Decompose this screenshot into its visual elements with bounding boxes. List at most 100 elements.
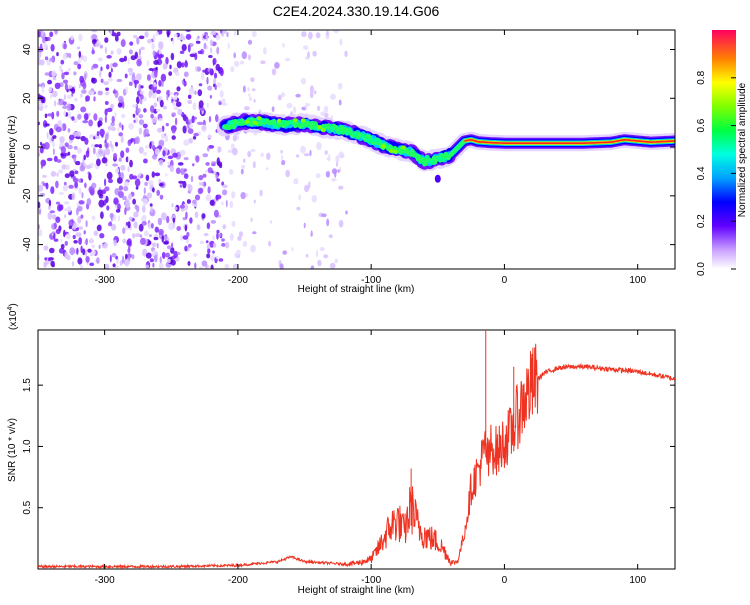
noise-speck	[268, 240, 272, 247]
noise-speck	[320, 111, 326, 116]
noise-speck	[165, 173, 168, 177]
noise-speck	[143, 128, 149, 136]
noise-speck	[119, 57, 125, 63]
noise-speck	[176, 86, 181, 92]
noise-speck	[216, 46, 220, 55]
noise-speck	[164, 135, 169, 143]
noise-speck	[96, 224, 102, 232]
noise-speck	[192, 163, 195, 167]
y-tick-label: -20	[22, 188, 33, 203]
noise-speck	[240, 60, 244, 65]
noise-speck	[216, 82, 222, 88]
noise-speck	[116, 78, 123, 83]
noise-speck	[158, 262, 164, 269]
noise-speck	[104, 133, 109, 141]
noise-speck	[133, 221, 138, 229]
noise-speck	[146, 60, 150, 67]
noise-speck	[159, 99, 164, 108]
noise-speck	[148, 68, 154, 71]
noise-speck	[201, 72, 205, 81]
noise-speck	[114, 112, 117, 118]
noise-speck	[145, 264, 149, 269]
noise-speck	[304, 184, 310, 193]
noise-speck	[183, 80, 187, 87]
noise-speck	[55, 201, 61, 205]
noise-speck	[175, 167, 181, 175]
noise-speck	[91, 49, 95, 55]
noise-speck	[74, 97, 78, 102]
noise-speck	[135, 186, 139, 190]
noise-speck	[215, 174, 219, 180]
noise-speck	[250, 244, 256, 253]
noise-speck	[108, 178, 113, 184]
noise-speck	[60, 59, 65, 65]
noise-speck	[96, 158, 101, 167]
x-tick-label: -100	[361, 275, 381, 286]
ridge-blob	[400, 145, 406, 150]
noise-speck	[210, 264, 214, 269]
noise-speck	[67, 67, 71, 72]
noise-speck	[198, 106, 205, 111]
noise-speck	[128, 123, 135, 130]
snr-panel: -300 -200 -100 0 100 0.5 1.0 1.5 Height of str…	[7, 303, 676, 596]
noise-speck	[55, 228, 61, 235]
noise-speck	[40, 30, 44, 36]
noise-speck	[127, 238, 132, 246]
noise-speck	[307, 51, 310, 59]
noise-speck	[124, 73, 128, 79]
noise-speck	[142, 222, 146, 226]
noise-speck	[77, 63, 82, 70]
noise-speck	[201, 260, 208, 267]
noise-speck	[123, 181, 130, 187]
ridge-blob	[272, 124, 278, 129]
noise-speck	[140, 46, 145, 51]
noise-speck	[136, 37, 140, 45]
noise-speck	[103, 81, 109, 86]
noise-speck	[117, 102, 123, 108]
noise-speck	[253, 99, 256, 103]
noise-speck	[61, 146, 66, 154]
ridge-blob	[424, 154, 430, 159]
noise-speck	[234, 252, 239, 258]
noise-speck	[136, 96, 140, 104]
noise-speck	[157, 217, 163, 226]
noise-speck	[303, 45, 309, 50]
noise-speck	[207, 248, 211, 254]
noise-speck	[43, 245, 49, 251]
noise-speck	[199, 182, 204, 186]
noise-speck	[293, 178, 299, 185]
noise-speck	[66, 206, 72, 213]
noise-speck	[209, 68, 214, 76]
noise-speck	[138, 119, 145, 125]
noise-speck	[266, 152, 271, 160]
noise-speck	[90, 249, 96, 256]
noise-speck	[152, 187, 155, 193]
noise-speck	[114, 35, 119, 42]
noise-speck	[68, 184, 74, 189]
noise-speck	[230, 66, 235, 73]
noise-speck	[64, 240, 69, 246]
noise-speck	[165, 122, 169, 127]
noise-speck	[196, 36, 200, 40]
noise-speck	[56, 110, 60, 117]
noise-speck	[191, 115, 195, 124]
noise-speck	[39, 59, 45, 66]
noise-speck	[212, 235, 215, 241]
noise-speck	[339, 38, 343, 46]
noise-speck	[99, 128, 105, 137]
noise-speck	[62, 184, 69, 192]
snr-multiplier-close: )	[8, 303, 19, 306]
noise-speck	[170, 247, 175, 254]
noise-speck	[303, 153, 310, 157]
noise-speck	[233, 52, 236, 59]
noise-speck	[207, 167, 213, 174]
noise-speck	[144, 31, 149, 38]
noise-speck	[179, 33, 185, 41]
noise-speck	[77, 216, 82, 224]
noise-speck	[101, 243, 107, 249]
noise-speck	[92, 63, 99, 69]
colorbar-label: Normalized spectral amplitude	[737, 82, 748, 217]
noise-speck	[219, 90, 224, 98]
noise-speck	[210, 47, 213, 54]
